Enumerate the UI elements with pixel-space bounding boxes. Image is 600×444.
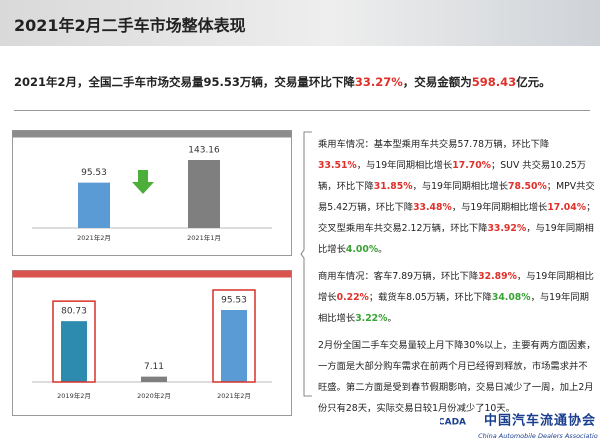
text-run: ；MPV共交易5.42万辆，环比下降 (318, 181, 595, 213)
text-run: 商用车情况：客车7.89万辆，环比下降 (318, 271, 479, 282)
highlight: 78.50% (508, 181, 547, 192)
highlight: 33.27% (354, 75, 403, 89)
logo: CADA 中国汽车流通协会 China Automobile Dealers A… (440, 413, 598, 441)
bracket-line (300, 131, 312, 397)
paragraph: 乘用车情况：基本型乘用车共交易57.78万辆，环比下降33.51%，与19年同期… (318, 134, 596, 260)
value-label: 143.16 (188, 146, 220, 156)
logo-abbr: CADA (440, 418, 466, 428)
highlight-box (52, 300, 96, 383)
highlight: 33.51% (318, 160, 357, 171)
bar (78, 182, 110, 228)
panel-band (12, 130, 292, 138)
text-run: ，与19年同期相比增长 (318, 292, 589, 324)
logo-name: 中国汽车流通协会 (484, 413, 596, 429)
highlight: 598.43 (471, 75, 517, 89)
x-tick-label: 2019年2月 (57, 391, 91, 400)
paragraph: 2月份全国二手车交易量较上月下降30%以上，主要有两方面因素，一方面是大部分购车… (318, 335, 596, 419)
text-run: ，与19年同期相比增长 (451, 202, 548, 213)
value-label: 7.11 (144, 362, 164, 372)
header: 2021年2月二手车市场整体表现 (0, 0, 600, 46)
panel-band (12, 270, 292, 278)
highlight: 4.00% (345, 244, 379, 255)
chart-panel: 95.53 2021年2月 143.16 2021年1月 (12, 130, 292, 256)
text-run: ；交叉型乘用车共交易2.12万辆，环比下降 (318, 202, 596, 234)
text-run: ，与19年同期相比增长 (412, 181, 509, 192)
highlight: 34.08% (491, 292, 531, 303)
text-run: 2月份全国二手车交易量较上月下降30%以上，主要有两方面因素，一方面是大部分购车… (318, 340, 596, 414)
text-run: 亿元。 (516, 75, 551, 89)
bar (141, 376, 167, 382)
highlight-box (212, 289, 256, 383)
divider (14, 110, 590, 111)
text-run: ；载货车8.05万辆，环比下降 (368, 292, 492, 303)
x-tick-label: 2020年2月 (137, 391, 171, 400)
value-label: 95.53 (81, 168, 107, 178)
highlight: 33.92% (487, 223, 527, 234)
text-run: 。 (378, 244, 388, 255)
bar (61, 321, 87, 382)
logo-english: China Automobile Dealers Association (478, 432, 598, 440)
analysis-text: 乘用车情况：基本型乘用车共交易57.78万辆，环比下降33.51%，与19年同期… (318, 134, 596, 425)
bar (221, 310, 247, 382)
x-tick-label: 2021年1月 (187, 233, 221, 242)
text-run: ；SUV 共交易10.25万辆，环比下降 (318, 160, 587, 192)
paragraph: 商用车情况：客车7.89万辆，环比下降32.89%，与19年同期相比增长0.22… (318, 266, 596, 329)
bar (188, 160, 220, 228)
text-run: ，与19年同期相比增长 (356, 160, 453, 171)
text-run: 。 (387, 313, 397, 324)
text-run: ，与19年同期相比增长 (318, 271, 594, 303)
highlight: 32.89% (478, 271, 517, 282)
text-run: 2021年2月，全国二手车市场交易量95.53万辆，交易量环比下降 (14, 75, 355, 89)
chart-panel: 80.73 2019年2月 7.11 2020年2月 95.53 2021年2月 (12, 270, 292, 416)
highlight: 17.70% (452, 160, 491, 171)
x-tick-label: 2021年2月 (77, 233, 111, 242)
highlight: 0.22% (336, 292, 369, 303)
highlight: 31.85% (373, 181, 413, 192)
text-run: ，与19年同期相比增长 (318, 223, 594, 255)
panel-border (12, 130, 292, 256)
down-arrow (132, 170, 154, 194)
value-label: 95.53 (221, 296, 247, 306)
bracket (300, 131, 312, 397)
highlight: 3.22% (355, 313, 388, 324)
value-label: 80.73 (61, 307, 87, 317)
highlight: 17.04% (547, 202, 587, 213)
highlight: 33.48% (413, 202, 452, 213)
text-run: ，交易金额为 (402, 75, 472, 89)
text-run: 乘用车情况：基本型乘用车共交易57.78万辆，环比下降 (318, 139, 550, 150)
title: 2021年2月二手车市场整体表现 (14, 16, 246, 35)
summary: 2021年2月，全国二手车市场交易量95.53万辆，交易量环比下降33.27%，… (14, 74, 551, 90)
x-tick-label: 2021年2月 (217, 391, 251, 400)
